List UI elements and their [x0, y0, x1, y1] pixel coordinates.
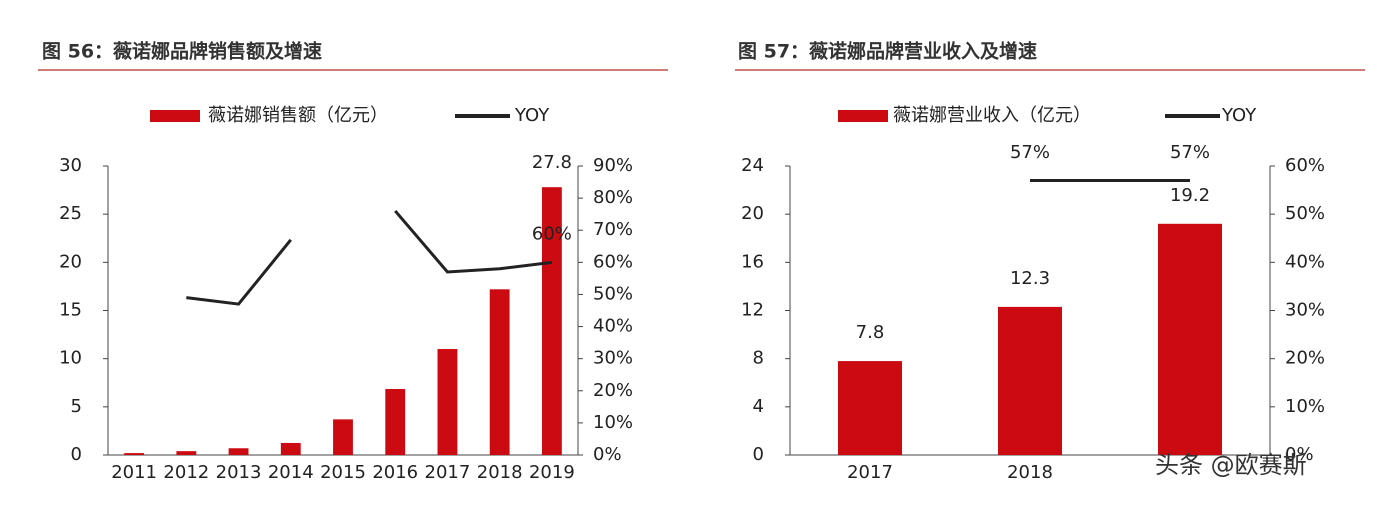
- x-tick-label: 2013: [216, 462, 262, 483]
- y-tick-label: 15: [59, 300, 82, 321]
- x-tick-label: 2015: [320, 462, 366, 483]
- bar: [385, 389, 406, 455]
- y-tick-label: 20: [741, 203, 764, 224]
- y-tick-label: 16: [741, 251, 764, 272]
- x-tick-label: 2014: [268, 462, 314, 483]
- y-tick-label: 5: [71, 396, 82, 417]
- y-tick-label: 0: [753, 444, 764, 465]
- x-tick-label: 2017: [425, 462, 471, 483]
- x-tick-label: 2017: [847, 462, 893, 483]
- y2-tick-label: 30%: [593, 348, 633, 369]
- y2-tick-label: 0%: [1285, 444, 1314, 465]
- y-tick-label: 20: [59, 251, 82, 272]
- bar: [838, 361, 902, 455]
- bar: [1158, 223, 1222, 455]
- y-tick-label: 24: [741, 155, 764, 176]
- value-label: 57%: [1010, 142, 1050, 163]
- y2-tick-label: 20%: [1285, 348, 1325, 369]
- chart-title: 图 57：薇诺娜品牌营业收入及增速: [738, 40, 1037, 63]
- y-tick-label: 0: [71, 444, 82, 465]
- value-label: 60%: [532, 223, 572, 244]
- legend-swatch: [838, 110, 888, 122]
- chart-title: 图 56：薇诺娜品牌销售额及增速: [42, 40, 322, 63]
- y2-tick-label: 70%: [593, 219, 633, 240]
- bar: [998, 306, 1062, 455]
- y2-tick-label: 40%: [593, 316, 633, 337]
- bar: [228, 448, 249, 455]
- y2-tick-label: 40%: [1285, 251, 1325, 272]
- bar: [541, 187, 562, 455]
- value-label: 19.2: [1170, 185, 1210, 206]
- y2-tick-label: 10%: [593, 412, 633, 433]
- legend-label: 薇诺娜营业收入（亿元）: [893, 105, 1091, 126]
- yoy-line: [186, 238, 292, 306]
- y2-tick-label: 10%: [1285, 396, 1325, 417]
- yoy-line: [394, 209, 553, 274]
- y2-tick-label: 60%: [593, 251, 633, 272]
- bar: [124, 453, 145, 455]
- y-tick-label: 25: [59, 203, 82, 224]
- y2-tick-label: 50%: [593, 283, 633, 304]
- legend-label: YOY: [1221, 105, 1257, 126]
- x-tick-label: 2019: [529, 462, 575, 483]
- y-tick-label: 12: [741, 300, 764, 321]
- y2-tick-label: 20%: [593, 380, 633, 401]
- y-tick-label: 30: [59, 155, 82, 176]
- value-label: 57%: [1170, 142, 1210, 163]
- y2-tick-label: 60%: [1285, 155, 1325, 176]
- y2-tick-label: 30%: [1285, 300, 1325, 321]
- x-tick-label: 2011: [111, 462, 157, 483]
- x-tick-label: 2012: [163, 462, 209, 483]
- watermark: 头条 @欧赛斯: [1155, 451, 1307, 479]
- bar: [333, 419, 353, 455]
- bar: [437, 349, 458, 455]
- y2-tick-label: 50%: [1285, 203, 1325, 224]
- bar: [489, 289, 510, 455]
- x-tick-label: 2018: [1007, 462, 1053, 483]
- value-label: 7.8: [856, 322, 885, 343]
- y2-tick-label: 90%: [593, 155, 633, 176]
- legend-label: 薇诺娜销售额（亿元）: [208, 105, 388, 126]
- y2-tick-label: 80%: [593, 187, 633, 208]
- value-label: 12.3: [1010, 268, 1050, 289]
- x-tick-label: 2016: [372, 462, 418, 483]
- bar: [176, 451, 197, 455]
- y-tick-label: 10: [59, 348, 82, 369]
- y-tick-label: 4: [753, 396, 764, 417]
- legend-swatch: [150, 110, 200, 122]
- y-tick-label: 8: [753, 348, 764, 369]
- value-label: 27.8: [532, 152, 572, 173]
- legend-label: YOY: [514, 105, 550, 126]
- x-tick-label: 2018: [477, 462, 523, 483]
- bar: [280, 442, 301, 455]
- y2-tick-label: 0%: [593, 444, 622, 465]
